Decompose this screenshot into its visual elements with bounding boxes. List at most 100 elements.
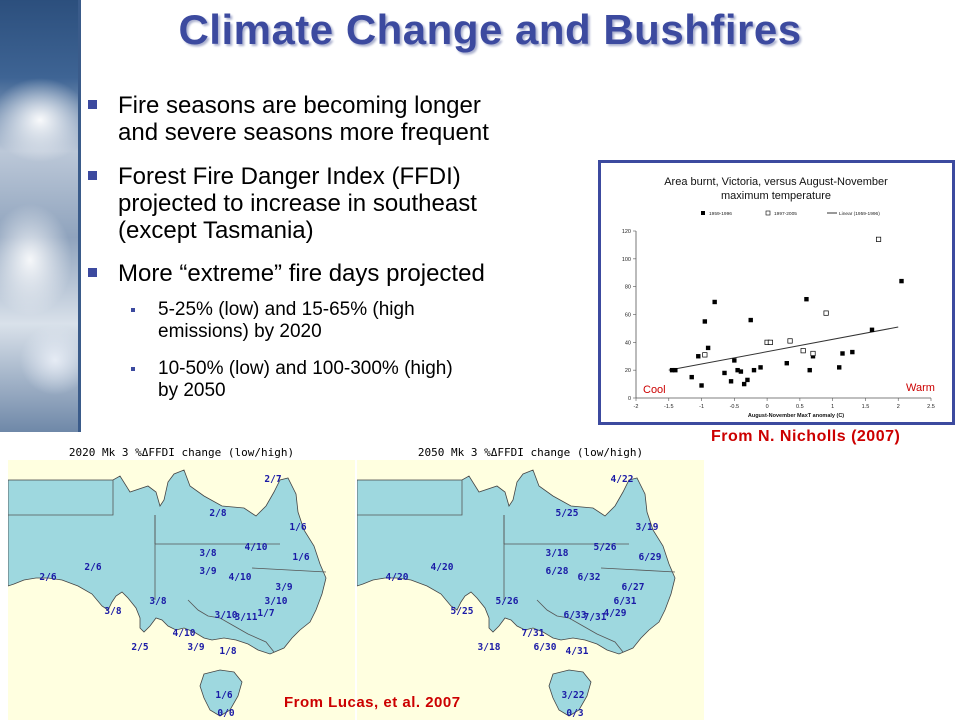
map-geometry: 4/22 5/25 3/19 5/26 6/29 3/18 6/28 6/32 4/20 4/20… bbox=[356, 460, 704, 720]
map-value-label: 2/6 bbox=[39, 572, 56, 583]
scatter-point-filled bbox=[850, 349, 855, 355]
map-value-label: 4/29 bbox=[604, 608, 627, 619]
legend-label: Linear (1959-1996) bbox=[839, 211, 880, 217]
map-value-label: 5/25 bbox=[451, 606, 474, 617]
scatter-point-filled bbox=[722, 370, 727, 376]
bullet-text-line: (except Tasmania) bbox=[118, 217, 314, 244]
map-2020-svg: 2/72/81/64/101/63/83/94/102/62/63/93/103… bbox=[7, 460, 355, 720]
subbullet-dot-icon bbox=[131, 308, 135, 312]
scatter-point-filled bbox=[758, 365, 763, 370]
map-value-label: 0/3 bbox=[566, 708, 583, 719]
x-tick-label: 2 bbox=[897, 404, 900, 410]
y-tick-label: 80 bbox=[625, 285, 631, 291]
map-value-label: 7/31 bbox=[584, 612, 607, 623]
scatter-point-filled bbox=[669, 367, 675, 373]
y-tick-label: 0 bbox=[628, 396, 631, 402]
bullet-text-line: More “extreme” fire days projected bbox=[118, 260, 485, 287]
chart-legend: 1959-1996 1997-2005 Linear (1959-1996) bbox=[701, 210, 880, 217]
x-tick-label: -1 bbox=[699, 404, 704, 410]
map-value-label: 1/6 bbox=[289, 522, 306, 533]
x-tick-label: 0.5 bbox=[796, 404, 804, 410]
map-value-label: 4/10 bbox=[173, 628, 196, 639]
map-value-label: 7/31 bbox=[522, 628, 545, 639]
map-value-label: 6/29 bbox=[639, 552, 662, 563]
scatter-point-filled bbox=[673, 367, 678, 373]
map-value-label: 6/27 bbox=[622, 582, 645, 593]
map-value-label: 5/26 bbox=[594, 542, 617, 553]
map-tasmania bbox=[199, 669, 243, 717]
legend-label: 1997-2005 bbox=[774, 211, 797, 217]
map-geometry: 2/72/81/64/101/63/83/94/102/62/63/93/103… bbox=[7, 460, 355, 720]
bullet-text-line: and severe seasons more frequent bbox=[118, 119, 489, 146]
map-value-label: 3/22 bbox=[562, 690, 585, 701]
subbullet-dot-icon bbox=[131, 367, 135, 371]
scatter-point-filled bbox=[810, 354, 816, 359]
y-tick-label: 100 bbox=[622, 257, 631, 263]
map-value-label: 3/8 bbox=[199, 548, 216, 559]
bullet-text-line: Fire seasons are becoming longer bbox=[118, 92, 481, 119]
map-value-label: 6/28 bbox=[546, 566, 569, 577]
map-value-label: 1/6 bbox=[215, 690, 232, 701]
bullet-square-icon bbox=[88, 268, 97, 277]
subbullet-text-line: emissions) by 2020 bbox=[158, 321, 322, 342]
map-value-label: 6/30 bbox=[534, 642, 557, 653]
chart-points bbox=[669, 236, 904, 388]
map-value-label: 3/19 bbox=[636, 522, 659, 533]
map-value-label: 6/33 bbox=[564, 610, 587, 621]
map-value-label: 4/31 bbox=[566, 646, 589, 657]
map-value-label: 3/10 bbox=[265, 596, 288, 607]
map-mainland bbox=[356, 469, 676, 655]
map-2020-title: 2020 Mk 3 %ΔFFDI change (low/high) bbox=[68, 446, 295, 459]
scatter-point-open bbox=[876, 236, 882, 242]
map-2050-title: 2050 Mk 3 %ΔFFDI change (low/high) bbox=[417, 446, 644, 459]
map-value-label: 4/22 bbox=[611, 474, 634, 485]
map-value-label: 4/20 bbox=[386, 572, 409, 583]
x-tick-label: -1.5 bbox=[664, 404, 673, 410]
x-tick-label: 1 bbox=[831, 404, 834, 410]
scatter-point-open bbox=[767, 339, 773, 345]
scatter-chart-panel: Area burnt, Victoria, versus August-Nove… bbox=[598, 160, 955, 425]
map-value-label: 6/31 bbox=[614, 596, 637, 607]
map-value-label: 2/6 bbox=[84, 562, 101, 573]
map-value-label: 6/32 bbox=[578, 572, 601, 583]
scatter-point-open bbox=[810, 350, 816, 357]
scatter-point-filled bbox=[699, 383, 704, 388]
scatter-point-open bbox=[702, 352, 708, 358]
map-value-label: 4/10 bbox=[245, 542, 268, 553]
chart-subtitle: maximum temperature bbox=[721, 190, 831, 202]
map-value-label: 3/8 bbox=[149, 596, 166, 607]
scatter-chart: Area burnt, Victoria, versus August-Nove… bbox=[622, 176, 935, 419]
legend-label: 1959-1996 bbox=[709, 211, 732, 217]
scatter-point-filled bbox=[840, 351, 845, 356]
map-2020: 2/7 2/8 1/6 4/10 1/6 3/8 3/9 4/10 2/6 2/6 3/9 3/10 3… bbox=[7, 440, 355, 720]
scatter-point-open bbox=[800, 348, 806, 354]
map-value-label: 3/9 bbox=[275, 582, 292, 593]
map-value-label: 1/8 bbox=[219, 646, 236, 657]
scatter-point-filled bbox=[807, 367, 812, 373]
x-tick-label: 0 bbox=[766, 404, 769, 410]
subbullet-text-line: by 2050 bbox=[158, 380, 226, 401]
scatter-point-filled bbox=[735, 367, 740, 373]
scatter-point-filled bbox=[869, 327, 875, 333]
map-2050: 4/22 5/25 3/19 5/26 6/29 3/18 6/28 6/32 4/20 4/20… bbox=[356, 440, 704, 720]
bullet-square-icon bbox=[88, 100, 97, 109]
map-value-label: 4/10 bbox=[229, 572, 252, 583]
slide-title: Climate Change and Bushfires bbox=[178, 6, 802, 53]
scatter-point-filled bbox=[804, 296, 809, 302]
chart-annotation-cool: Cool bbox=[643, 384, 666, 396]
map-value-label: 0/0 bbox=[217, 708, 234, 719]
scatter-point-filled bbox=[702, 319, 708, 324]
map-value-label: 3/9 bbox=[199, 566, 216, 577]
map-mainland bbox=[7, 469, 327, 655]
chart-annotation-warm: Warm bbox=[906, 382, 935, 394]
scatter-point-filled bbox=[732, 358, 737, 363]
map-value-label: 2/7 bbox=[264, 474, 281, 485]
x-tick-label: 1.5 bbox=[862, 404, 870, 410]
map-value-label: 2/5 bbox=[131, 642, 148, 653]
x-tick-label: 2.5 bbox=[927, 404, 935, 410]
scatter-point-open bbox=[823, 310, 829, 316]
sky-edge-divider bbox=[78, 0, 81, 432]
scatter-point-filled bbox=[748, 317, 753, 323]
caption-chart-source: From N. Nicholls (2007) bbox=[711, 428, 901, 445]
x-tick-label: -0.5 bbox=[730, 404, 739, 410]
